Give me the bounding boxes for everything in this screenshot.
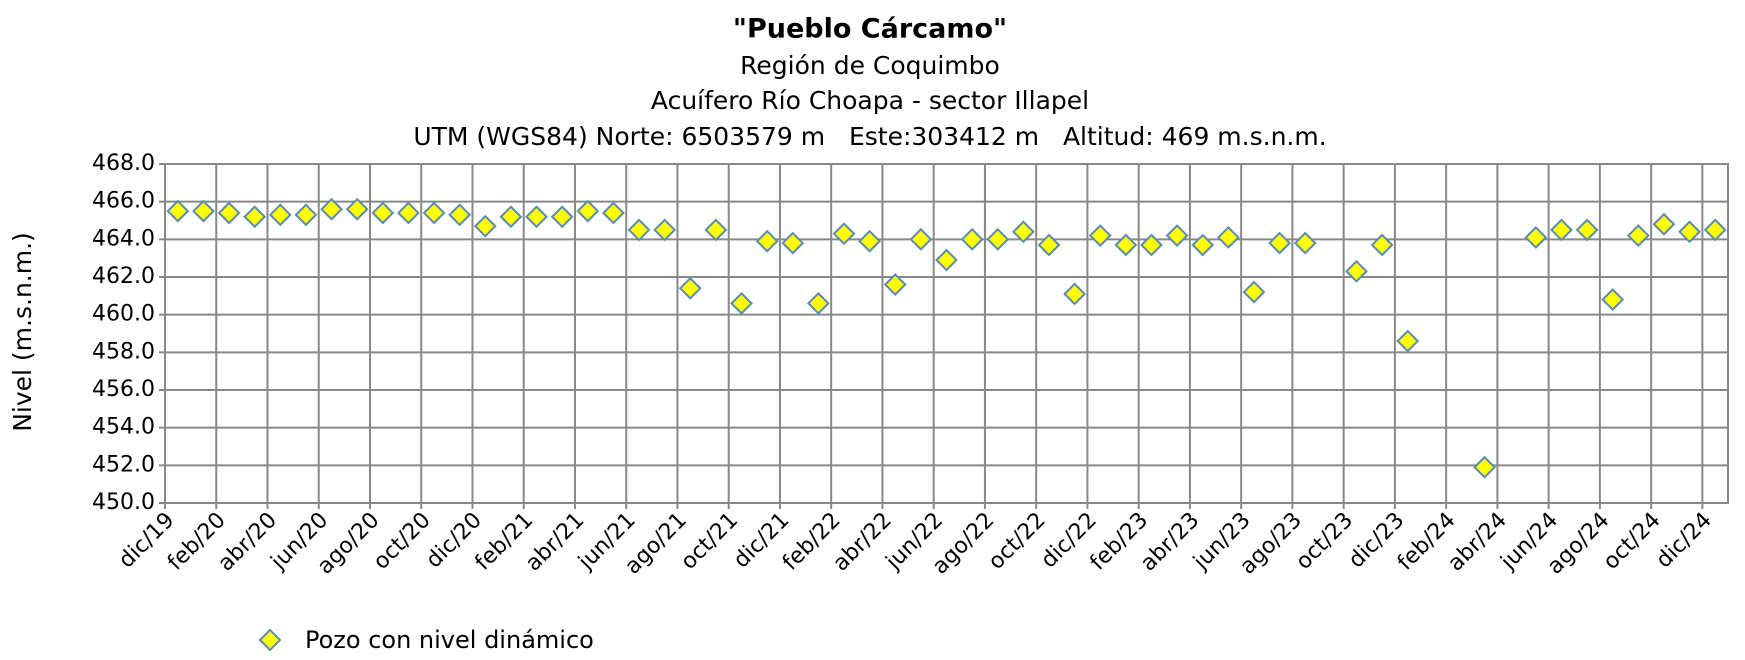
data-point <box>243 205 267 229</box>
data-point <box>1088 224 1112 247</box>
data-point <box>1216 226 1240 249</box>
data-point <box>1601 288 1625 312</box>
data-point <box>268 203 292 227</box>
x-tick-label: dic/24 <box>1651 508 1716 573</box>
data-point <box>1268 231 1292 255</box>
data-point <box>601 201 625 225</box>
data-point <box>1037 233 1061 257</box>
legend-label: Pozo con nivel dinámico <box>305 626 594 654</box>
data-point <box>192 199 215 223</box>
data-point <box>320 197 343 221</box>
data-point <box>704 218 728 242</box>
data-point <box>935 248 958 272</box>
data-point <box>1370 233 1394 257</box>
data-point <box>1114 233 1138 257</box>
data-point <box>1524 226 1548 249</box>
x-tick-label: abr/21 <box>521 508 590 577</box>
data-point <box>1703 218 1727 242</box>
x-tick-label: oct/21 <box>676 508 743 575</box>
data-point <box>1345 259 1368 283</box>
y-tick-label: 460.0 <box>92 302 155 327</box>
data-point <box>730 291 753 315</box>
data-point <box>909 227 933 251</box>
data-point <box>755 229 779 253</box>
data-point <box>832 222 856 246</box>
y-tick-label: 452.0 <box>92 452 155 477</box>
chart-title: "Pueblo Cárcamo" <box>733 14 1007 45</box>
data-point <box>960 227 984 251</box>
x-tick-label: oct/23 <box>1291 508 1358 575</box>
data-point <box>653 218 677 242</box>
data-point <box>397 201 420 225</box>
data-point <box>806 291 830 315</box>
chart-subtitle: Región de Coquimbo <box>740 51 1000 80</box>
y-tick-label: 468.0 <box>92 151 155 176</box>
y-tick-label: 466.0 <box>92 189 155 214</box>
x-tick-label: oct/20 <box>369 508 436 575</box>
data-point <box>1396 329 1420 353</box>
x-tick-label: abr/24 <box>1443 508 1512 577</box>
data-point <box>294 203 318 227</box>
data-point <box>499 205 523 229</box>
data-point <box>550 205 574 229</box>
legend-marker <box>258 628 282 652</box>
data-point <box>986 227 1010 251</box>
data-point <box>627 218 651 242</box>
data-point <box>1473 455 1496 479</box>
chart-subtitle: Acuífero Río Choapa - sector Illapel <box>651 86 1089 115</box>
data-point <box>1550 218 1573 242</box>
data-point <box>1140 233 1163 257</box>
x-tick-label: oct/22 <box>984 508 1051 575</box>
data-point <box>448 203 472 227</box>
x-tick-label: oct/24 <box>1599 508 1666 575</box>
data-point <box>345 197 369 221</box>
y-axis-label: Nivel (m.s.n.m.) <box>8 232 37 432</box>
data-point <box>1242 280 1266 304</box>
y-tick-label: 450.0 <box>92 490 155 515</box>
y-tick-label: 456.0 <box>92 377 155 402</box>
data-point <box>1011 220 1035 244</box>
data-point <box>1678 220 1701 244</box>
data-point <box>1652 212 1676 236</box>
data-point <box>1626 224 1650 247</box>
plot-area <box>164 163 1729 504</box>
y-tick-label: 458.0 <box>92 339 155 364</box>
x-tick-label: abr/22 <box>828 508 897 577</box>
data-point <box>1165 224 1189 247</box>
data-point <box>473 214 497 238</box>
data-point <box>217 201 241 225</box>
data-point <box>1063 282 1087 306</box>
data-point <box>166 199 190 223</box>
data-point <box>1575 218 1599 242</box>
data-point <box>1191 233 1215 257</box>
y-tick-label: 454.0 <box>92 415 155 440</box>
chart-subtitle: UTM (WGS84) Norte: 6503579 m Este:303412… <box>413 122 1326 151</box>
data-point <box>371 201 395 225</box>
data-point <box>858 229 882 253</box>
data-point <box>781 231 805 255</box>
x-tick-label: abr/23 <box>1136 508 1205 577</box>
data-point <box>422 201 446 225</box>
y-tick-label: 462.0 <box>92 264 155 289</box>
data-point <box>678 276 702 300</box>
data-point <box>576 199 600 223</box>
data-point <box>525 205 548 229</box>
data-point <box>883 273 907 296</box>
x-tick-label: abr/20 <box>213 508 282 577</box>
data-point <box>1293 231 1317 255</box>
y-tick-label: 464.0 <box>92 226 155 251</box>
